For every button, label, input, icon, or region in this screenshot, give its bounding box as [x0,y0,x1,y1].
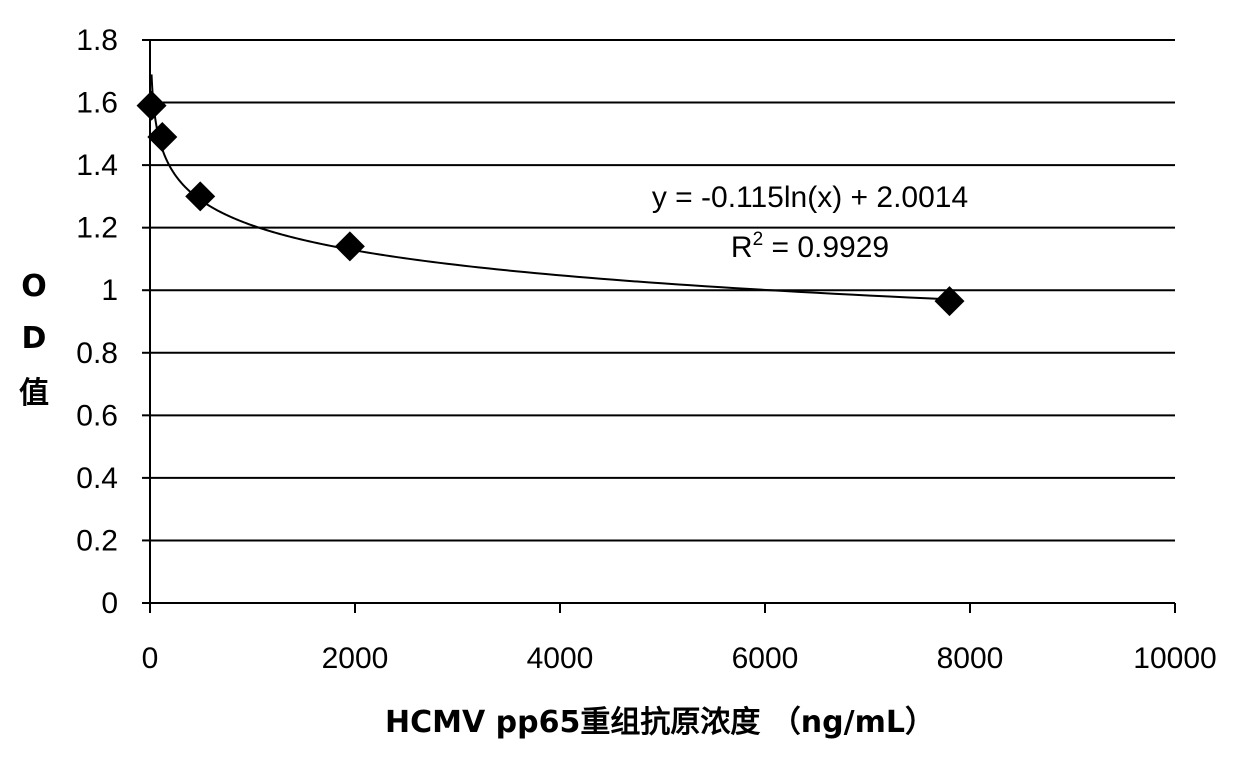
horizontal-gridlines [150,40,1175,540]
y-tick-label: 1.4 [76,149,118,182]
y-tick-labels: 0 0.2 0.4 0.6 0.8 1 1.2 1.4 1.6 1.8 [76,24,118,620]
x-tick-label: 0 [142,642,159,675]
trendline-equation: y = -0.115ln(x) + 2.0014 [652,181,968,214]
y-tick-label: 0.2 [76,524,118,557]
y-axis-title: O D 值 [19,269,49,411]
data-point-diamond [137,91,167,121]
data-point-diamond [147,122,177,152]
y-tick-label: 0 [101,587,118,620]
y-tick-label: 1.8 [76,24,118,57]
svg-text:O: O [21,269,47,304]
x-tick-label: 2000 [322,642,389,675]
r-squared-label: R2 = 0.9929 [731,229,889,264]
x-tick-label: 4000 [527,642,594,675]
y-tick-label: 1.6 [76,87,118,120]
axes [142,40,1175,613]
x-tick-label: 6000 [732,642,799,675]
y-tick-label: 1.2 [76,212,118,245]
y-tick-label: 0.4 [76,462,118,495]
x-axis-title: HCMV pp65重组抗原浓度 （ng/mL） [385,705,935,740]
y-tick-label: 0.8 [76,337,118,370]
x-tick-label: 8000 [937,642,1004,675]
x-tick-label: 10000 [1133,642,1216,675]
svg-text:D: D [22,321,47,356]
svg-text:值: 值 [19,376,49,411]
x-tick-labels: 0 2000 4000 6000 8000 10000 [142,642,1217,675]
y-tick-label: 1 [101,274,118,307]
data-point-diamond [335,231,365,261]
y-tick-label: 0.6 [76,399,118,432]
